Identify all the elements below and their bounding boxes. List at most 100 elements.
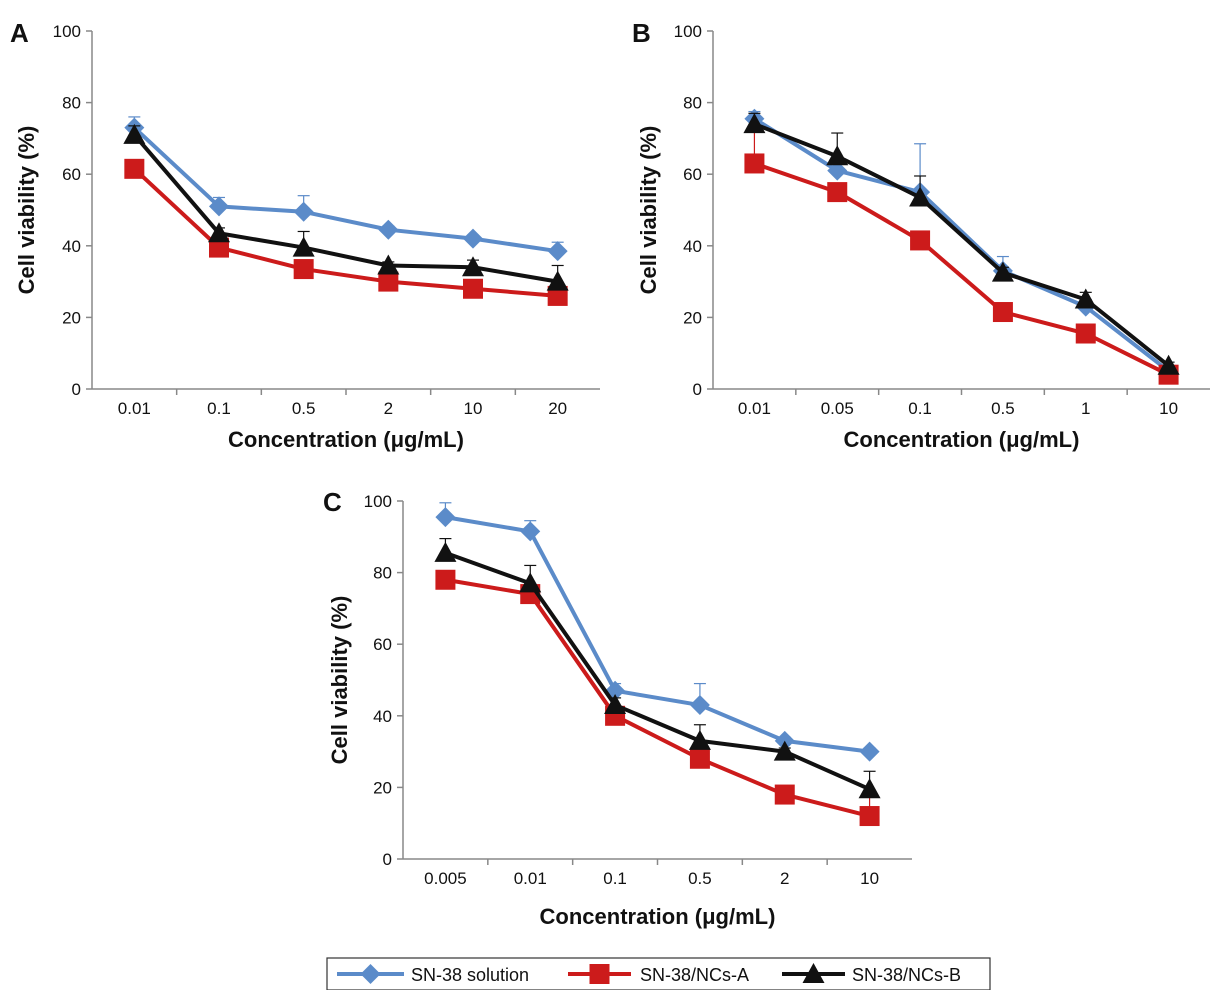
x-tick-label: 0.01 bbox=[514, 869, 547, 888]
series-line bbox=[445, 515, 870, 754]
data-point bbox=[858, 778, 881, 799]
x-axis-title: Concentration (μg/mL) bbox=[228, 427, 464, 452]
series-sn-38-ncs-a bbox=[744, 130, 1179, 385]
series-sn-38-ncs-b bbox=[743, 112, 1180, 375]
series-line bbox=[753, 161, 1170, 377]
y-tick-label: 100 bbox=[674, 22, 702, 41]
data-point bbox=[859, 741, 880, 762]
y-tick-label: 60 bbox=[62, 165, 81, 184]
data-point bbox=[826, 145, 849, 166]
y-axis-title: Cell viability (%) bbox=[14, 126, 39, 295]
data-point bbox=[1075, 323, 1096, 344]
series-sn-38-solution bbox=[744, 108, 1179, 382]
y-tick-label: 0 bbox=[72, 380, 81, 399]
legend-entry: SN-38 solution bbox=[337, 964, 529, 985]
x-tick-label: 0.01 bbox=[118, 399, 151, 418]
x-tick-label: 2 bbox=[384, 399, 393, 418]
chart-panel-b: B 0 20 40 60 80 100 0.01 0.05 0.1 0.5 1 10 Concentrat… bbox=[632, 18, 1210, 452]
legend-label: SN-38 solution bbox=[411, 965, 529, 985]
y-tick-label: 40 bbox=[683, 237, 702, 256]
chart-panel-c: C 0 20 40 60 80 100 0.005 0.01 0.1 0.5 2 10 Concentra… bbox=[323, 487, 912, 929]
legend-label: SN-38/NCs-A bbox=[640, 965, 749, 985]
data-point bbox=[909, 186, 932, 207]
x-axis-title: Concentration (μg/mL) bbox=[540, 904, 776, 929]
data-point bbox=[547, 285, 568, 306]
series-line bbox=[444, 551, 871, 792]
data-point bbox=[859, 806, 880, 827]
data-point bbox=[209, 237, 229, 258]
panel-letter: C bbox=[323, 487, 342, 517]
y-tick-label: 0 bbox=[693, 380, 702, 399]
data-point bbox=[743, 113, 766, 134]
series-line bbox=[132, 126, 558, 254]
data-point bbox=[124, 158, 145, 179]
data-point bbox=[991, 261, 1014, 282]
y-tick-label: 80 bbox=[373, 564, 392, 583]
x-tick-label: 0.5 bbox=[991, 399, 1015, 418]
data-point bbox=[435, 569, 456, 590]
legend-label: SN-38/NCs-B bbox=[852, 965, 961, 985]
x-tick-label: 0.1 bbox=[908, 399, 932, 418]
data-point bbox=[520, 521, 541, 542]
data-point bbox=[1074, 288, 1097, 309]
y-tick-label: 60 bbox=[683, 165, 702, 184]
data-point bbox=[827, 160, 848, 181]
x-tick-label: 10 bbox=[860, 869, 879, 888]
legend-entry: SN-38/NCs-A bbox=[568, 964, 749, 985]
panel-letter: B bbox=[632, 18, 651, 48]
data-point bbox=[434, 541, 457, 562]
legend-entry: SN-38/NCs-B bbox=[782, 963, 961, 985]
x-tick-label: 2 bbox=[780, 869, 789, 888]
series-sn-38-solution bbox=[124, 116, 568, 262]
data-point bbox=[992, 302, 1013, 323]
data-point bbox=[208, 222, 230, 243]
data-point bbox=[546, 270, 569, 291]
series-sn-38-ncs-a bbox=[124, 158, 568, 306]
data-point bbox=[688, 729, 711, 750]
y-tick-label: 100 bbox=[364, 492, 392, 511]
data-point bbox=[293, 201, 314, 222]
y-tick-label: 60 bbox=[373, 635, 392, 654]
series-sn-38-ncs-b bbox=[434, 537, 881, 799]
data-point bbox=[689, 695, 710, 716]
y-axis-title: Cell viability (%) bbox=[327, 596, 352, 765]
series-sn-38-ncs-b bbox=[123, 123, 569, 291]
data-point bbox=[744, 153, 765, 174]
series-line bbox=[132, 133, 559, 284]
data-point bbox=[604, 694, 627, 715]
legend-box bbox=[326, 957, 991, 990]
x-tick-label: 10 bbox=[1159, 399, 1178, 418]
x-tick-label: 0.005 bbox=[424, 869, 467, 888]
data-point bbox=[435, 507, 456, 528]
series-line bbox=[753, 122, 1170, 368]
legend-marker bbox=[360, 964, 381, 984]
data-point bbox=[773, 740, 796, 761]
x-tick-label: 0.05 bbox=[821, 399, 854, 418]
y-tick-label: 40 bbox=[373, 707, 392, 726]
legend-marker bbox=[802, 963, 825, 983]
x-tick-label: 20 bbox=[548, 399, 567, 418]
data-point bbox=[547, 241, 568, 262]
x-tick-label: 0.01 bbox=[738, 399, 771, 418]
series-line bbox=[132, 167, 558, 298]
data-point bbox=[519, 572, 542, 593]
y-axis-title: Cell viability (%) bbox=[636, 126, 661, 295]
data-point bbox=[377, 254, 400, 275]
x-tick-label: 10 bbox=[464, 399, 483, 418]
data-point bbox=[293, 259, 314, 280]
data-point bbox=[123, 123, 146, 144]
legend: SN-38 solution SN-38/NCs-A SN-38/NCs-B bbox=[326, 957, 991, 990]
x-tick-label: 0.1 bbox=[207, 399, 231, 418]
y-tick-label: 80 bbox=[683, 94, 702, 113]
y-tick-label: 20 bbox=[373, 778, 392, 797]
x-tick-label: 0.1 bbox=[603, 869, 627, 888]
x-tick-label: 1 bbox=[1081, 399, 1090, 418]
x-tick-label: 0.5 bbox=[688, 869, 712, 888]
data-point bbox=[689, 748, 710, 769]
data-point bbox=[910, 230, 931, 251]
data-point bbox=[462, 256, 484, 277]
x-axis-title: Concentration (μg/mL) bbox=[844, 427, 1080, 452]
data-point bbox=[774, 784, 795, 805]
data-point bbox=[209, 196, 229, 217]
y-tick-label: 20 bbox=[62, 308, 81, 327]
